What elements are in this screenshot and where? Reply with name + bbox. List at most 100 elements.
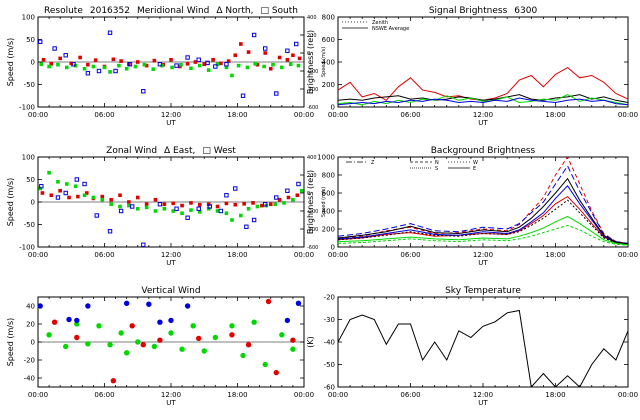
meridional-point-green <box>170 65 174 70</box>
vertical-point-blue <box>146 301 152 307</box>
background-ytick-label: 600 <box>322 190 335 198</box>
meridional-point-blue <box>85 71 91 76</box>
zonal-point-red <box>295 193 300 198</box>
meridional-point-green <box>91 64 96 69</box>
zonal-point-green <box>109 202 113 207</box>
meridional-point-green <box>82 66 87 71</box>
vertical-point-red <box>129 323 135 329</box>
zonal-point-red <box>224 201 229 206</box>
zonal-point-red <box>144 202 149 207</box>
zonal-point-red <box>198 202 202 207</box>
vertical-point-blue <box>284 317 291 324</box>
skytemp-xtick-label: 00:00 <box>618 391 638 399</box>
skytemp-ylabel: (K) <box>306 336 315 348</box>
vertical-point-green <box>262 361 268 368</box>
zonal-point-green <box>189 208 193 212</box>
background-line-blue <box>338 164 628 244</box>
skytemp-title: Sky Temperature <box>445 286 521 296</box>
meridional-xtick-label: 00:00 <box>294 111 314 119</box>
zonal-point-green <box>91 195 96 200</box>
brightness-title-part: Signal Brightness <box>429 6 508 16</box>
meridional-point-red <box>193 60 198 64</box>
brightness-title-part: 6300 <box>514 6 537 16</box>
zonal-point-red <box>260 203 264 208</box>
zonal-title-part: □ West <box>202 146 236 156</box>
vertical-data <box>38 298 304 384</box>
zonal-ytick-label: 0 <box>31 199 35 207</box>
zonal-point-blue <box>251 217 257 223</box>
meridional-point-red <box>185 62 190 66</box>
zonal-xlabel: UT <box>166 259 176 267</box>
vertical-point-green <box>96 323 102 329</box>
background-legend-label: W <box>473 160 478 166</box>
background-line-green <box>338 224 628 246</box>
zonal-point-red <box>180 203 184 208</box>
meridional-point-blue <box>141 89 146 94</box>
meridional-title-part: Meridional Wind <box>137 6 209 16</box>
vertical-ytick-label: 0 <box>31 339 35 347</box>
background-xtick-label: 00:00 <box>328 251 348 259</box>
zonal-point-red <box>268 202 273 207</box>
meridional-point-red <box>263 51 268 55</box>
meridional-point-green <box>215 62 220 67</box>
zonal-xtick-label: 00:00 <box>28 251 48 259</box>
vertical-point-green <box>46 332 52 338</box>
meridional-point-blue <box>251 32 257 38</box>
meridional-point-green <box>56 62 60 67</box>
vertical-xtick-label: 00:00 <box>294 391 314 399</box>
vertical-point-blue <box>66 316 72 323</box>
meridional-point-green <box>47 64 51 69</box>
meridional-point-green <box>102 65 107 70</box>
meridional-point-green <box>288 62 293 67</box>
zonal-xtick-label: 18:00 <box>227 251 247 259</box>
vertical-ytick-label: -40 <box>24 375 35 383</box>
zonal-point-red <box>118 193 122 198</box>
meridional-point-blue <box>185 55 190 60</box>
meridional-ylabel: Speed (m/s) <box>6 38 15 87</box>
brightness-panel: Signal Brightness 6300 00:00 06:00 12:00 18:0… <box>306 6 638 127</box>
meridional-point-red <box>58 56 62 61</box>
background-legend-label: Z <box>371 160 375 166</box>
meridional-point-blue <box>52 46 57 51</box>
zonal-point-blue <box>82 181 87 187</box>
brightness-ylabel: Brightness (rel.) <box>306 30 315 94</box>
meridional-y2tick-label: 400 <box>307 15 317 21</box>
zonal-point-blue <box>233 186 238 191</box>
meridional-point-green <box>133 64 138 69</box>
vertical-panel: Vertical Wind 00:00 06:00 12:00 18:00 00:00 UT… <box>6 286 314 407</box>
meridional-point-red <box>277 55 282 60</box>
meridional-point-green <box>142 62 147 67</box>
vertical-xtick-label: 18:00 <box>227 391 247 399</box>
zonal-point-blue <box>141 242 146 247</box>
brightness-ytick-label: 200 <box>322 81 335 89</box>
meridional-point-green <box>73 63 78 68</box>
meridional-point-red <box>152 58 157 63</box>
meridional-point-red <box>255 62 260 67</box>
zonal-point-blue <box>224 193 229 198</box>
meridional-point-blue <box>174 63 179 68</box>
skytemp-ytick-label: -60 <box>324 384 335 392</box>
meridional-xtick-label: 06:00 <box>94 111 114 119</box>
meridional-y2tick-label: -600 <box>307 105 318 111</box>
vertical-point-blue <box>74 317 80 324</box>
skytemp-ytick-label: -50 <box>324 361 335 369</box>
meridional-point-red <box>246 50 251 54</box>
brightness-ytick-label: 400 <box>322 59 335 67</box>
vertical-point-green <box>118 330 124 336</box>
meridional-point-green <box>198 63 202 68</box>
zonal-panel: Zonal Wind Δ East, □ West 00:00 06:00 12:00 18… <box>6 146 327 267</box>
meridional-point-green <box>296 63 301 68</box>
meridional-point-red <box>226 59 231 63</box>
background-xtick-label: 00:00 <box>618 251 638 259</box>
vertical-point-red <box>157 337 163 343</box>
background-data <box>338 157 628 246</box>
vertical-point-red <box>290 337 296 343</box>
vertical-xlabel: UT <box>166 399 176 407</box>
background-ytick-label: 0 <box>331 244 335 252</box>
vertical-point-red <box>196 335 202 342</box>
meridional-point-green <box>262 64 266 69</box>
meridional-point-red <box>291 53 295 58</box>
vertical-point-green <box>85 341 91 347</box>
meridional-point-red <box>202 62 207 67</box>
meridional-point-red <box>93 58 98 62</box>
